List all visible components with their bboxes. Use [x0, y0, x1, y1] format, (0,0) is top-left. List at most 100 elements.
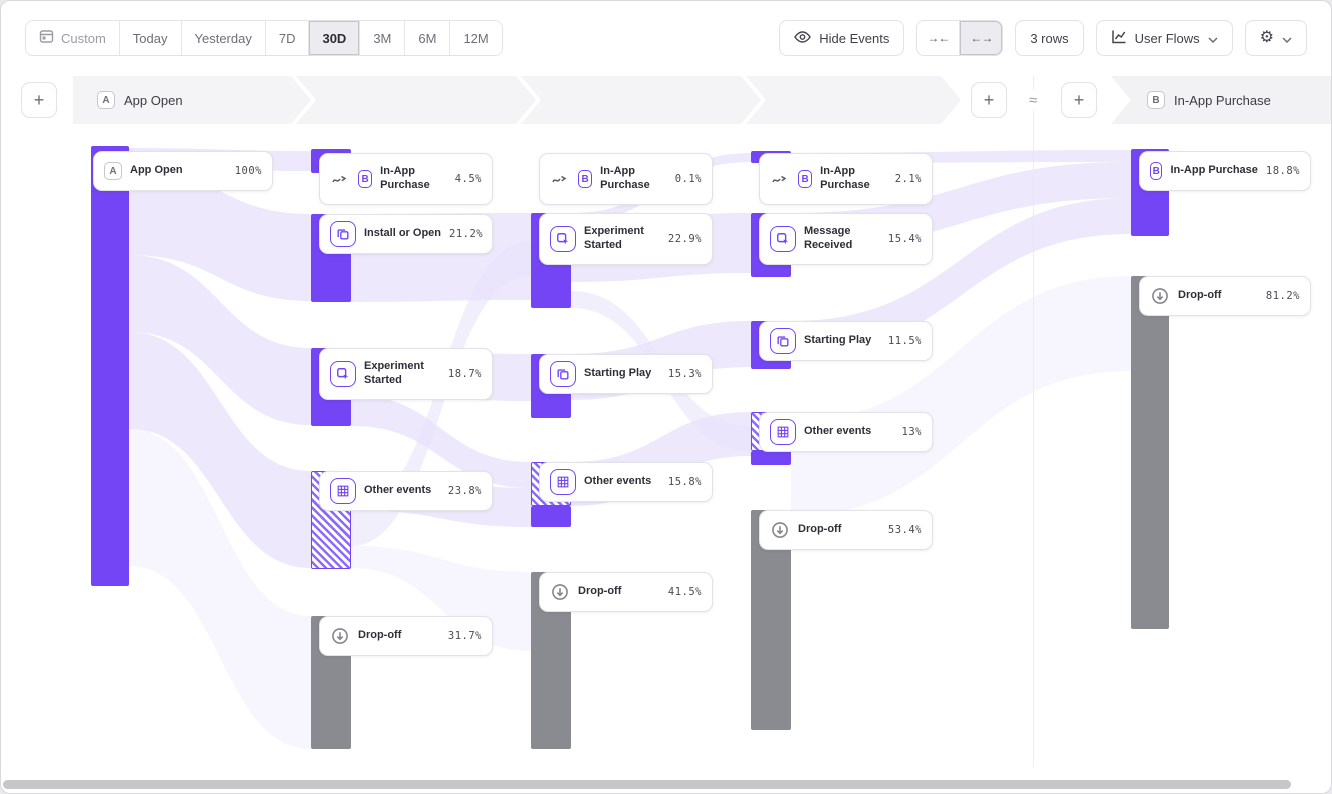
node-percent: 15.3%: [667, 368, 702, 380]
node-percent: 18.8%: [1265, 165, 1300, 177]
node-percent: 15.8%: [667, 476, 702, 488]
date-range-label: 7D: [278, 30, 296, 46]
date-3m-button[interactable]: 3M: [360, 21, 406, 55]
flow-node-drop-off-b[interactable]: Drop-off 81.2%: [1139, 276, 1311, 316]
node-label: Starting Play: [584, 367, 652, 380]
chevron-down-icon: [1282, 31, 1292, 46]
sankey-bar-other-events-solid[interactable]: [531, 506, 571, 527]
event-b-badge: B: [1150, 162, 1163, 180]
collapse-columns-button[interactable]: →←: [916, 20, 960, 56]
flow-node-install-or-open[interactable]: Install or Open 21.2%: [319, 214, 493, 254]
view-selector-dropdown[interactable]: User Flows: [1095, 20, 1233, 56]
node-label: Other events: [804, 425, 872, 438]
node-percent: 21.2%: [449, 228, 484, 240]
flow-node-experiment-started[interactable]: Experiment Started 22.9%: [539, 213, 713, 265]
drop-off-icon: [330, 623, 350, 649]
flow-node-message-received[interactable]: Message Received 15.4%: [759, 213, 933, 265]
flow-step-segment[interactable]: [521, 76, 761, 124]
node-percent: 31.7%: [447, 630, 482, 642]
node-percent: 81.2%: [1265, 290, 1300, 302]
toolbar-right: Hide Events →← ←→ 3 rows User Flows ⚙: [779, 20, 1307, 56]
date-range-label: Custom: [61, 30, 106, 46]
date-6m-button[interactable]: 6M: [405, 21, 451, 55]
flow-node-starting-play[interactable]: Starting Play 15.3%: [539, 354, 713, 394]
node-label: In-App Purchase: [600, 165, 650, 191]
event-a-badge: A: [104, 162, 122, 180]
node-label: Other events: [364, 484, 432, 497]
flow-node-other-events[interactable]: Other events 15.8%: [539, 462, 713, 502]
node-label: In-App Purchase: [380, 165, 430, 191]
node-percent: 2.1%: [894, 173, 922, 185]
node-label: Drop-off: [1178, 289, 1222, 302]
flow-arrow-icon: [330, 166, 350, 192]
event-b-badge: B: [798, 170, 813, 188]
node-percent: 18.7%: [447, 368, 482, 380]
event-b-badge: B: [578, 170, 593, 188]
date-range-label: 30D: [322, 30, 347, 46]
date-12m-button[interactable]: 12M: [450, 21, 502, 55]
node-percent: 41.5%: [667, 586, 702, 598]
flow-node-drop-off[interactable]: Drop-off 53.4%: [759, 510, 933, 550]
step-a-label: App Open: [124, 92, 183, 108]
gear-icon: ⚙: [1259, 29, 1274, 46]
settings-dropdown[interactable]: ⚙: [1244, 20, 1307, 56]
node-percent: 15.4%: [887, 233, 922, 245]
flow-arrow-icon: [770, 166, 790, 192]
chevron-down-icon: [1208, 31, 1218, 46]
expand-columns-button[interactable]: ←→: [959, 20, 1004, 56]
node-label: Other events: [584, 475, 652, 488]
sankey-bar-drop-off-b[interactable]: [1131, 276, 1169, 629]
experiment-icon: [550, 226, 576, 252]
date-today-button[interactable]: Today: [119, 21, 182, 55]
rows-label: 3 rows: [1030, 30, 1069, 46]
flow-step-segment[interactable]: [296, 76, 536, 124]
sankey-bar-other-events-solid[interactable]: [751, 451, 791, 465]
date-range-label: 3M: [373, 30, 392, 46]
flow-node-in-app-purchase[interactable]: B In-App Purchase 4.5%: [319, 153, 493, 205]
flow-step-segment-a[interactable]: A App Open: [73, 76, 311, 124]
node-percent: 100%: [234, 165, 262, 177]
plus-icon: +: [1073, 89, 1085, 110]
flow-node-drop-off[interactable]: Drop-off 41.5%: [539, 572, 713, 612]
sankey-bar-app-open[interactable]: [91, 146, 129, 586]
flow-node-drop-off[interactable]: Drop-off 31.7%: [319, 616, 493, 656]
flow-node-other-events[interactable]: Other events 13%: [759, 412, 933, 452]
date-custom-button[interactable]: Custom: [26, 21, 120, 55]
horizontal-scrollbar[interactable]: [3, 780, 1291, 789]
flow-node-in-app-purchase[interactable]: B In-App Purchase 0.1%: [539, 153, 713, 205]
date-30d-button[interactable]: 30D: [309, 21, 361, 55]
date-7d-button[interactable]: 7D: [265, 21, 310, 55]
section-divider: [1033, 76, 1034, 767]
collapse-icon: →←: [927, 31, 950, 45]
node-label: In-App Purchase: [820, 165, 870, 191]
toolbar: Custom Today Yesterday 7D 30D 3M 6M 12M …: [1, 1, 1331, 75]
grid-icon: [550, 469, 576, 495]
flow-step-segment-b[interactable]: B In-App Purchase: [1111, 76, 1331, 124]
grid-icon: [330, 478, 356, 504]
copy-icon: [330, 221, 356, 247]
event-b-badge: B: [358, 170, 373, 188]
node-percent: 53.4%: [887, 524, 922, 536]
plus-icon: +: [983, 89, 995, 110]
flow-node-starting-play[interactable]: Starting Play 11.5%: [759, 321, 933, 361]
flow-node-experiment-started[interactable]: Experiment Started 18.7%: [319, 348, 493, 400]
node-label: Starting Play: [804, 334, 872, 347]
column-width-toggle: →← ←→: [916, 20, 1004, 56]
flow-step-segment[interactable]: [746, 76, 961, 124]
flow-node-in-app-purchase[interactable]: B In-App Purchase 2.1%: [759, 153, 933, 205]
rows-button[interactable]: 3 rows: [1015, 20, 1084, 56]
date-range-label: 12M: [463, 30, 489, 46]
experiment-icon: [330, 361, 356, 387]
flow-node-app-open[interactable]: A App Open 100%: [93, 151, 273, 191]
add-step-after-button[interactable]: +: [971, 82, 1007, 118]
grid-icon: [770, 419, 796, 445]
date-yesterday-button[interactable]: Yesterday: [181, 21, 266, 55]
hide-events-button[interactable]: Hide Events: [779, 20, 905, 56]
flow-node-in-app-purchase-b[interactable]: B In-App Purchase 18.8%: [1139, 151, 1311, 191]
step-a-badge: A: [97, 91, 115, 109]
approx-separator: ≈: [1026, 90, 1041, 111]
flow-node-other-events[interactable]: Other events 23.8%: [319, 471, 493, 511]
add-step-before-button[interactable]: +: [21, 82, 57, 118]
add-step-before-b-button[interactable]: +: [1061, 82, 1097, 118]
